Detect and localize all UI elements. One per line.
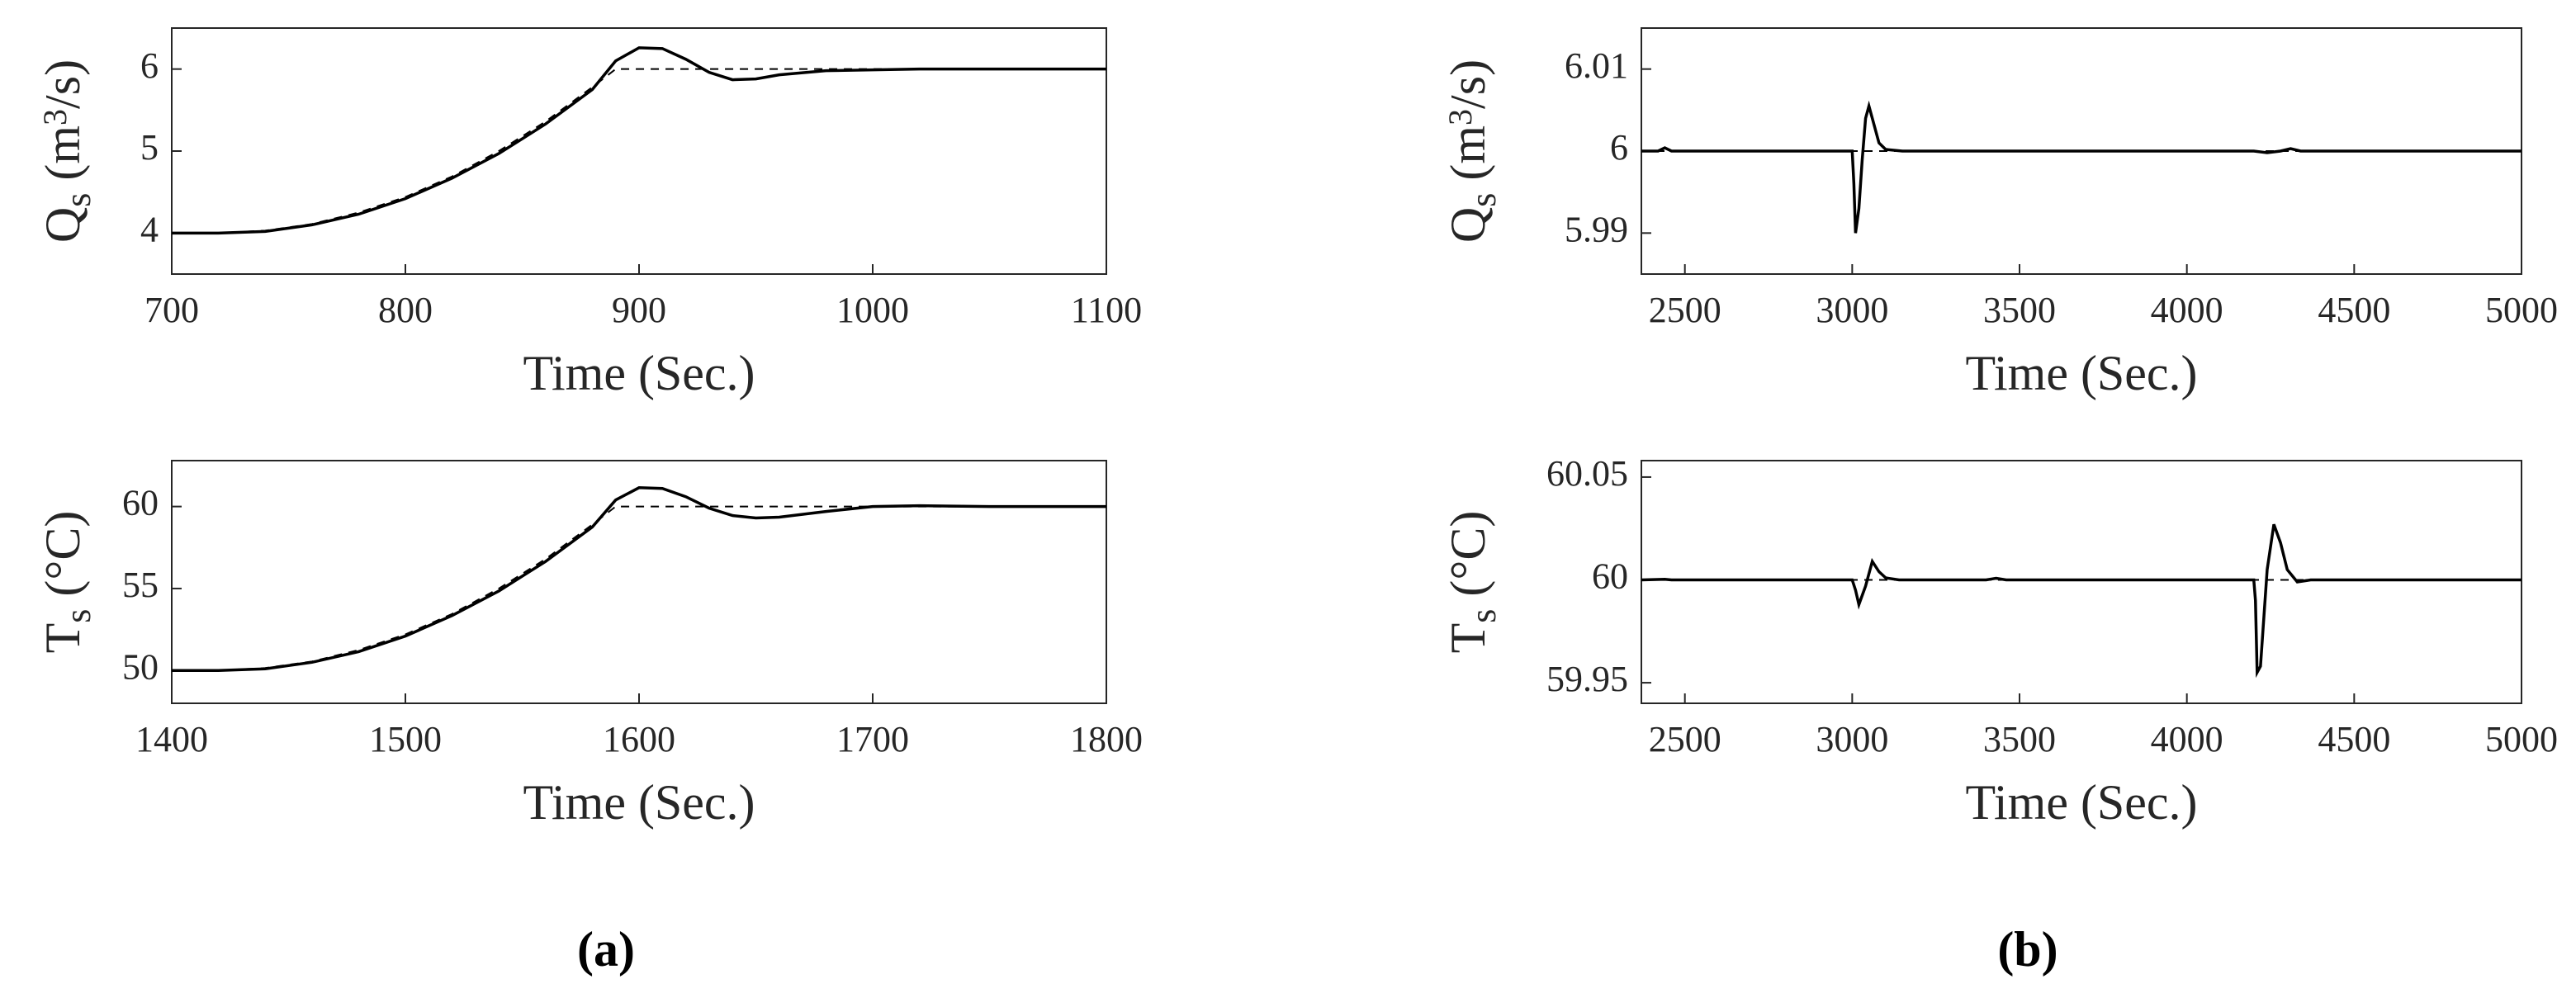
y-axis-label-part: (m (36, 125, 90, 193)
series-line (172, 486, 1106, 673)
x-tick-label: 5000 (2485, 290, 2558, 330)
y-tick-label: 6 (1610, 127, 1628, 168)
x-tick-label: 1700 (836, 719, 909, 759)
y-axis-label-part: (°C) (1441, 511, 1495, 609)
x-tick-label: 4500 (2318, 719, 2390, 759)
x-axis-label: Time (Sec.) (1965, 775, 2197, 830)
y-tick-label: 60 (122, 483, 159, 523)
y-axis-label-part: /s) (36, 59, 90, 109)
y-axis-label-part: Q (36, 207, 90, 243)
y-axis-label-part: s (58, 609, 98, 623)
y-tick-label: 50 (122, 646, 159, 687)
x-axis-label: Time (Sec.) (523, 346, 755, 400)
plot-area (1641, 460, 2522, 704)
x-tick-label: 3000 (1816, 290, 1888, 330)
y-tick-label: 59.95 (1546, 659, 1628, 699)
y-tick-label: 55 (122, 565, 159, 605)
y-axis-label-part: /s) (1441, 59, 1495, 109)
y-axis-label-part: 3 (1442, 109, 1479, 125)
x-axis-label: Time (Sec.) (1965, 346, 2197, 400)
y-axis-label-part: 3 (36, 109, 73, 125)
x-tick-label: 4000 (2151, 290, 2223, 330)
y-tick-label: 5.99 (1565, 209, 1628, 249)
x-tick-label: 3000 (1816, 719, 1888, 759)
x-tick-label: 800 (378, 290, 433, 330)
x-tick-label: 1500 (369, 719, 442, 759)
y-tick-label: 60 (1592, 556, 1628, 597)
y-tick-label: 6 (140, 45, 159, 86)
series-line (172, 46, 1106, 235)
x-tick-label: 3500 (1983, 719, 2056, 759)
y-axis-label-part: T (1441, 623, 1495, 654)
y-tick-label: 6.01 (1565, 45, 1628, 86)
x-tick-label: 1100 (1071, 290, 1142, 330)
y-tick-label: 60.05 (1546, 453, 1628, 494)
y-axis-label-part: (m (1441, 125, 1495, 193)
x-tick-label: 700 (144, 290, 199, 330)
plot-area (171, 460, 1107, 704)
panel-label: (b) (1997, 922, 2057, 977)
y-axis-label: Ts (°C) (1441, 511, 1503, 654)
series-line (1641, 523, 2522, 679)
y-axis-label-part: Q (1441, 207, 1495, 243)
x-tick-label: 1600 (603, 719, 675, 759)
x-tick-label: 4500 (2318, 290, 2390, 330)
x-axis-label: Time (Sec.) (523, 775, 755, 830)
x-tick-label: 1800 (1070, 719, 1143, 759)
x-tick-label: 5000 (2485, 719, 2558, 759)
y-axis-label-part: s (1463, 193, 1503, 207)
y-axis-label-part: (°C) (36, 511, 90, 609)
y-axis-label: Qs (m3/s) (36, 59, 98, 243)
series-line (1641, 100, 2522, 234)
x-tick-label: 900 (612, 290, 666, 330)
plot-area (171, 27, 1107, 275)
x-tick-label: 2500 (1649, 719, 1721, 759)
y-axis-label: Qs (m3/s) (1441, 59, 1503, 243)
y-axis-label: Ts (°C) (36, 511, 98, 654)
y-axis-label-part: s (1463, 609, 1503, 623)
x-tick-label: 4000 (2151, 719, 2223, 759)
x-tick-label: 2500 (1649, 290, 1721, 330)
x-tick-label: 1000 (836, 290, 909, 330)
y-tick-label: 4 (140, 209, 159, 249)
x-tick-label: 3500 (1983, 290, 2056, 330)
y-tick-label: 5 (140, 127, 159, 168)
panel-label: (a) (577, 922, 635, 977)
x-tick-label: 1400 (135, 719, 208, 759)
y-axis-label-part: T (36, 623, 90, 654)
y-axis-label-part: s (58, 193, 98, 207)
